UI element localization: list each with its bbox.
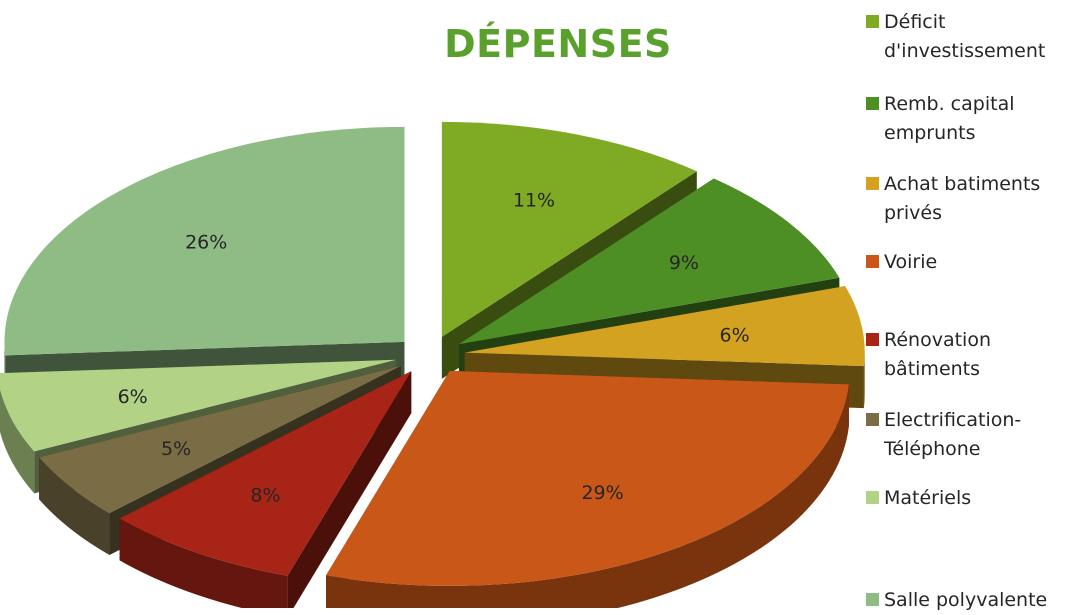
legend-swatch [866,97,879,110]
legend-label: Voirie [884,251,938,273]
data-label: 29% [581,482,623,504]
pie-slice-top [39,365,402,513]
pie-slice-5 [119,371,412,608]
data-label: 6% [720,324,750,346]
legend-swatch [866,333,879,346]
pie-slice-top [326,370,849,586]
legend-label: Remb. capital emprunts [884,93,1015,144]
data-label: 5% [161,438,191,460]
data-label: 26% [185,232,227,254]
legend-item: Rénovation bâtiments [866,326,1079,384]
legend-label: Matériels [884,487,972,509]
legend-item: Déficit d'investissement [866,8,1079,66]
legend-swatch [866,177,879,190]
pie-slice-side [863,352,865,409]
pie-slice-side [326,384,849,608]
legend-item: Achat batiments privés [866,170,1079,228]
chart-title: DÉPENSES [444,22,672,66]
legend-swatch [866,413,879,426]
data-label: 9% [669,252,699,274]
legend-label: Rénovation bâtiments [884,329,991,380]
data-label: 11% [513,189,555,211]
legend-label: Salle polyvalente [884,589,1048,611]
legend-item: Electrification- Téléphone [866,406,1079,464]
legend-swatch [866,491,879,504]
legend-label: Achat batiments privés [884,173,1041,224]
pie-slice-top [119,371,412,576]
pie-slice-side [0,389,35,494]
legend-swatch [866,255,879,268]
data-label: 6% [118,386,148,408]
pie-slice-side [39,457,110,555]
legend-item: Remb. capital emprunts [866,90,1079,148]
pie-slice-top [0,359,397,452]
pie-slice-top [464,286,865,367]
legend-item: Salle polyvalente [866,586,1079,615]
pie-slice-wall [287,371,412,608]
pie-slice-top [458,178,840,345]
legend-label: Déficit d'investissement [884,11,1046,62]
pie-slice-side [119,518,288,608]
pie-slice-8 [4,126,405,398]
pie-slice-top [4,126,405,356]
legend-item: Voirie [866,248,1079,277]
pie-slice-4 [326,370,849,608]
legend-swatch [866,15,879,28]
data-label: 8% [250,485,280,507]
legend-label: Electrification- Téléphone [884,409,1022,460]
legend-swatch [866,593,879,606]
legend-item: Matériels [866,484,1079,513]
pie-slice-top [441,121,697,337]
